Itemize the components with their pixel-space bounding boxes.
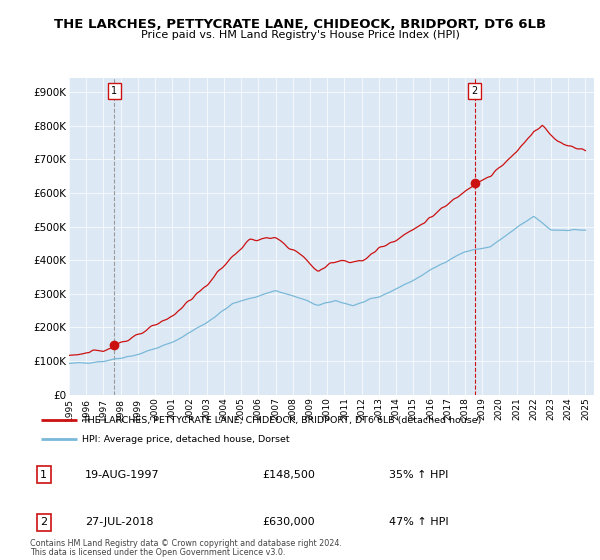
Text: HPI: Average price, detached house, Dorset: HPI: Average price, detached house, Dors… [82, 435, 290, 444]
Text: 2: 2 [472, 86, 478, 96]
Text: 19-AUG-1997: 19-AUG-1997 [85, 470, 160, 479]
Text: THE LARCHES, PETTYCRATE LANE, CHIDEOCK, BRIDPORT, DT6 6LB (detached house): THE LARCHES, PETTYCRATE LANE, CHIDEOCK, … [82, 416, 482, 424]
Text: This data is licensed under the Open Government Licence v3.0.: This data is licensed under the Open Gov… [30, 548, 286, 557]
Text: 35% ↑ HPI: 35% ↑ HPI [389, 470, 448, 479]
Text: Contains HM Land Registry data © Crown copyright and database right 2024.: Contains HM Land Registry data © Crown c… [30, 539, 342, 548]
Text: £630,000: £630,000 [262, 517, 314, 527]
Text: 27-JUL-2018: 27-JUL-2018 [85, 517, 154, 527]
Text: £148,500: £148,500 [262, 470, 315, 479]
Text: 1: 1 [111, 86, 118, 96]
Text: 2: 2 [40, 517, 47, 527]
Text: Price paid vs. HM Land Registry's House Price Index (HPI): Price paid vs. HM Land Registry's House … [140, 30, 460, 40]
Text: THE LARCHES, PETTYCRATE LANE, CHIDEOCK, BRIDPORT, DT6 6LB: THE LARCHES, PETTYCRATE LANE, CHIDEOCK, … [54, 18, 546, 31]
Text: 1: 1 [40, 470, 47, 479]
Text: 47% ↑ HPI: 47% ↑ HPI [389, 517, 448, 527]
